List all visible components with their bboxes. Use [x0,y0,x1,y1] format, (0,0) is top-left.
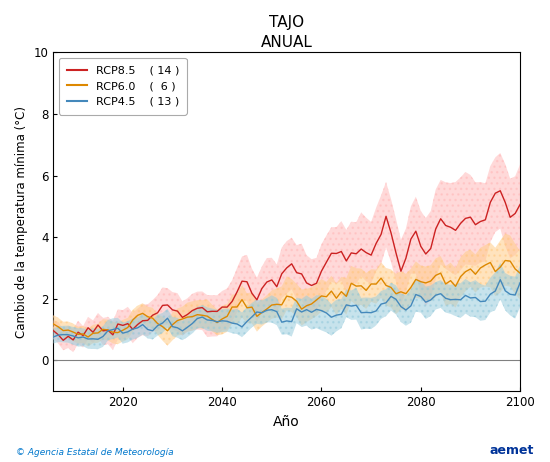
Text: © Agencia Estatal de Meteorología: © Agencia Estatal de Meteorología [16,449,174,457]
Legend: RCP8.5    ( 14 ), RCP6.0    (  6 ), RCP4.5    ( 13 ): RCP8.5 ( 14 ), RCP6.0 ( 6 ), RCP4.5 ( 13… [59,58,186,115]
Title: TAJO
ANUAL: TAJO ANUAL [261,15,312,50]
Text: aemet: aemet [489,444,534,457]
X-axis label: Año: Año [273,414,300,429]
Y-axis label: Cambio de la temperatura mínima (°C): Cambio de la temperatura mínima (°C) [15,106,28,338]
